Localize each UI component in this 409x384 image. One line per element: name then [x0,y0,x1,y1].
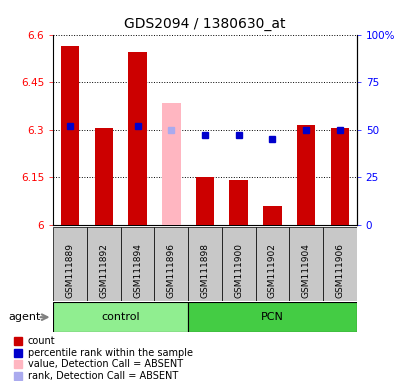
Text: control: control [101,312,140,322]
Text: GSM111889: GSM111889 [65,243,74,298]
Bar [162,103,180,225]
Bar [296,125,315,225]
Bar [53,302,188,332]
Bar [322,227,356,301]
Text: GSM111892: GSM111892 [99,243,108,298]
Text: GSM111900: GSM111900 [234,243,243,298]
Text: agent: agent [8,312,40,322]
Bar [188,302,356,332]
Bar [229,180,247,225]
Bar [263,206,281,225]
Bar [188,227,221,301]
Text: GSM111894: GSM111894 [133,243,142,298]
Bar [87,227,120,301]
Bar [61,46,79,225]
Text: GSM111904: GSM111904 [301,243,310,298]
Text: GDS2094 / 1380630_at: GDS2094 / 1380630_at [124,17,285,31]
Text: GSM111898: GSM111898 [200,243,209,298]
Bar [53,227,87,301]
Text: GSM111896: GSM111896 [166,243,175,298]
Bar [195,177,214,225]
Bar [128,52,146,225]
Bar [221,227,255,301]
Bar [154,227,188,301]
Text: percentile rank within the sample: percentile rank within the sample [28,348,192,358]
Bar [289,227,322,301]
Bar [330,128,348,225]
Text: GSM111902: GSM111902 [267,243,276,298]
Text: rank, Detection Call = ABSENT: rank, Detection Call = ABSENT [28,371,178,381]
Bar [94,128,113,225]
Text: GSM111906: GSM111906 [335,243,344,298]
Text: PCN: PCN [261,312,283,322]
Bar [255,227,289,301]
Text: count: count [28,336,55,346]
Bar [120,227,154,301]
Text: value, Detection Call = ABSENT: value, Detection Call = ABSENT [28,359,182,369]
